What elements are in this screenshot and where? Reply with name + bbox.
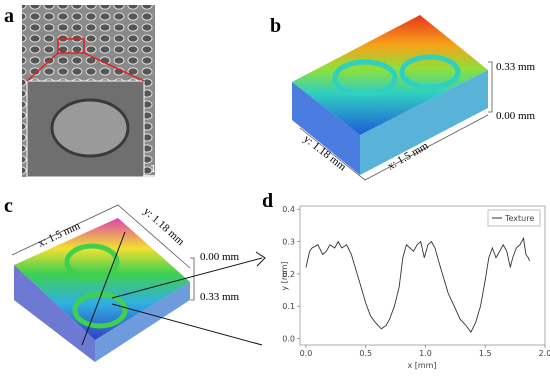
- surface-side: [14, 265, 95, 362]
- connector-arrow: [111, 251, 266, 346]
- zoom-lines: [26, 52, 145, 82]
- zoom-box: [57, 38, 85, 54]
- x-axis-label: x [mm]: [407, 361, 436, 370]
- z-label: 0.33 mm: [200, 291, 240, 303]
- legend-box: [487, 209, 541, 227]
- panel-label: b: [270, 15, 281, 37]
- z-label: 0.00 mm: [496, 110, 536, 122]
- surface-side: [95, 282, 190, 362]
- surface-side: [360, 70, 488, 175]
- y-tick-label: 0.1: [282, 302, 295, 311]
- y-tick-label: 0.0: [282, 335, 295, 344]
- scale-text: 100 µm: [150, 164, 188, 175]
- surface-side: [292, 82, 360, 175]
- inset-cell: [50, 98, 130, 158]
- axis-label: y: 1.18 mm: [141, 205, 187, 248]
- ring: [399, 54, 461, 90]
- y-tick-label: 0.4: [282, 205, 295, 214]
- x-tick-label: 1.5: [479, 349, 492, 358]
- panel-a: a 100 µm: [4, 5, 188, 178]
- y-tick-label: 0.3: [282, 238, 295, 247]
- data-line: [305, 236, 530, 333]
- panel-d: d x [mm] y [mm] 0.0 0.5 1.0 1.5 2.0 0.0 0.1 0.2…: [262, 190, 550, 370]
- panel-label: a: [4, 5, 14, 27]
- x-tick-label: 0.0: [300, 349, 313, 358]
- x-tick-label: 2.0: [539, 349, 550, 358]
- panel-label: c: [4, 195, 13, 217]
- profile-line: [81, 231, 126, 346]
- z-label: 0.00 mm: [200, 251, 240, 263]
- ring: [72, 291, 128, 329]
- ring: [332, 59, 398, 97]
- plot-area: [299, 205, 546, 346]
- panel-label: d: [262, 190, 273, 212]
- axes: [299, 61, 493, 181]
- x-tick-label: 0.5: [359, 349, 372, 358]
- z-label: 0.33 mm: [496, 61, 536, 73]
- axes: [11, 204, 195, 301]
- ring: [64, 243, 120, 281]
- surface: [292, 15, 488, 135]
- panel-c: c x: 1.5 mm y: 1.18 mm 0.00 mm 0.33 mm: [4, 195, 266, 362]
- y-tick-label: 0.2: [282, 270, 295, 279]
- y-axis-label: y [mm]: [280, 261, 289, 290]
- x-tick-label: 1.0: [419, 349, 432, 358]
- panel-b: b 0.33 mm 0.00 mm y: 1.18 mm x: 1.5 mm: [270, 15, 536, 181]
- legend-label: Texture: [504, 214, 534, 223]
